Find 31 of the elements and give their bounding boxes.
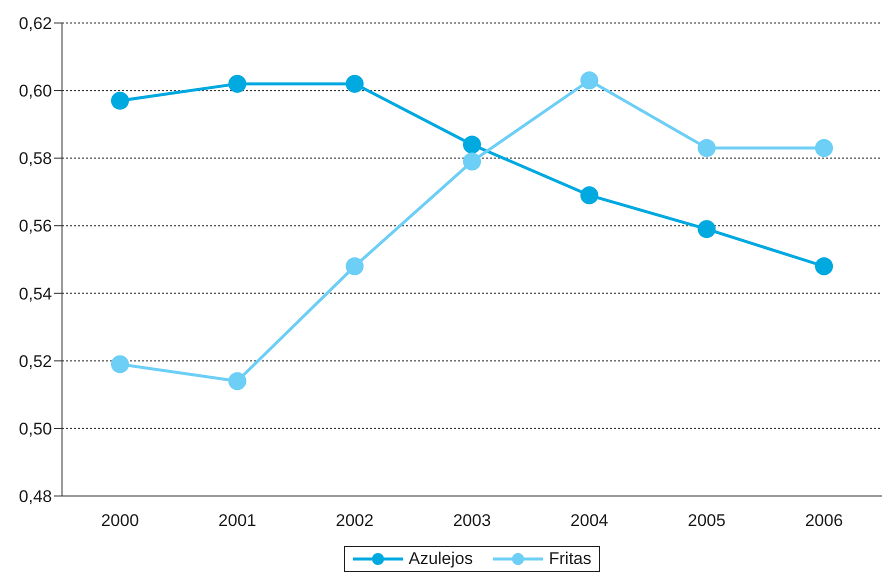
legend-label: Fritas [548, 549, 592, 569]
point [698, 220, 716, 238]
x-tick-label: 2000 [101, 511, 139, 530]
point [346, 257, 364, 276]
point [228, 372, 246, 390]
point [463, 152, 481, 171]
y-tick-label: 0,56 [18, 216, 52, 236]
point [580, 186, 598, 204]
point [815, 257, 833, 276]
point [815, 139, 833, 158]
x-tick-label: 2004 [570, 511, 608, 530]
point [228, 74, 246, 93]
y-tick-label: 0,62 [18, 14, 52, 34]
y-tick-label: 0,58 [18, 149, 52, 168]
point [463, 136, 481, 154]
y-tick-label: 0,54 [18, 284, 52, 304]
x-tick-label: 2001 [218, 511, 256, 530]
x-tick-label: 2005 [688, 511, 726, 530]
legend-label: Azulejos [408, 549, 473, 569]
point [580, 71, 598, 90]
x-tick-label: 2003 [453, 511, 491, 530]
x-tick-label: 2002 [336, 511, 374, 530]
x-tick-label: 2006 [805, 511, 843, 530]
point [346, 74, 364, 93]
y-tick-label: 0,52 [18, 352, 52, 371]
point [111, 355, 129, 374]
y-tick-label: 0,50 [18, 419, 52, 438]
y-tick-label: 0,48 [18, 487, 52, 506]
y-tick-label: 0,60 [18, 82, 52, 101]
point [698, 139, 716, 158]
point [111, 92, 129, 110]
